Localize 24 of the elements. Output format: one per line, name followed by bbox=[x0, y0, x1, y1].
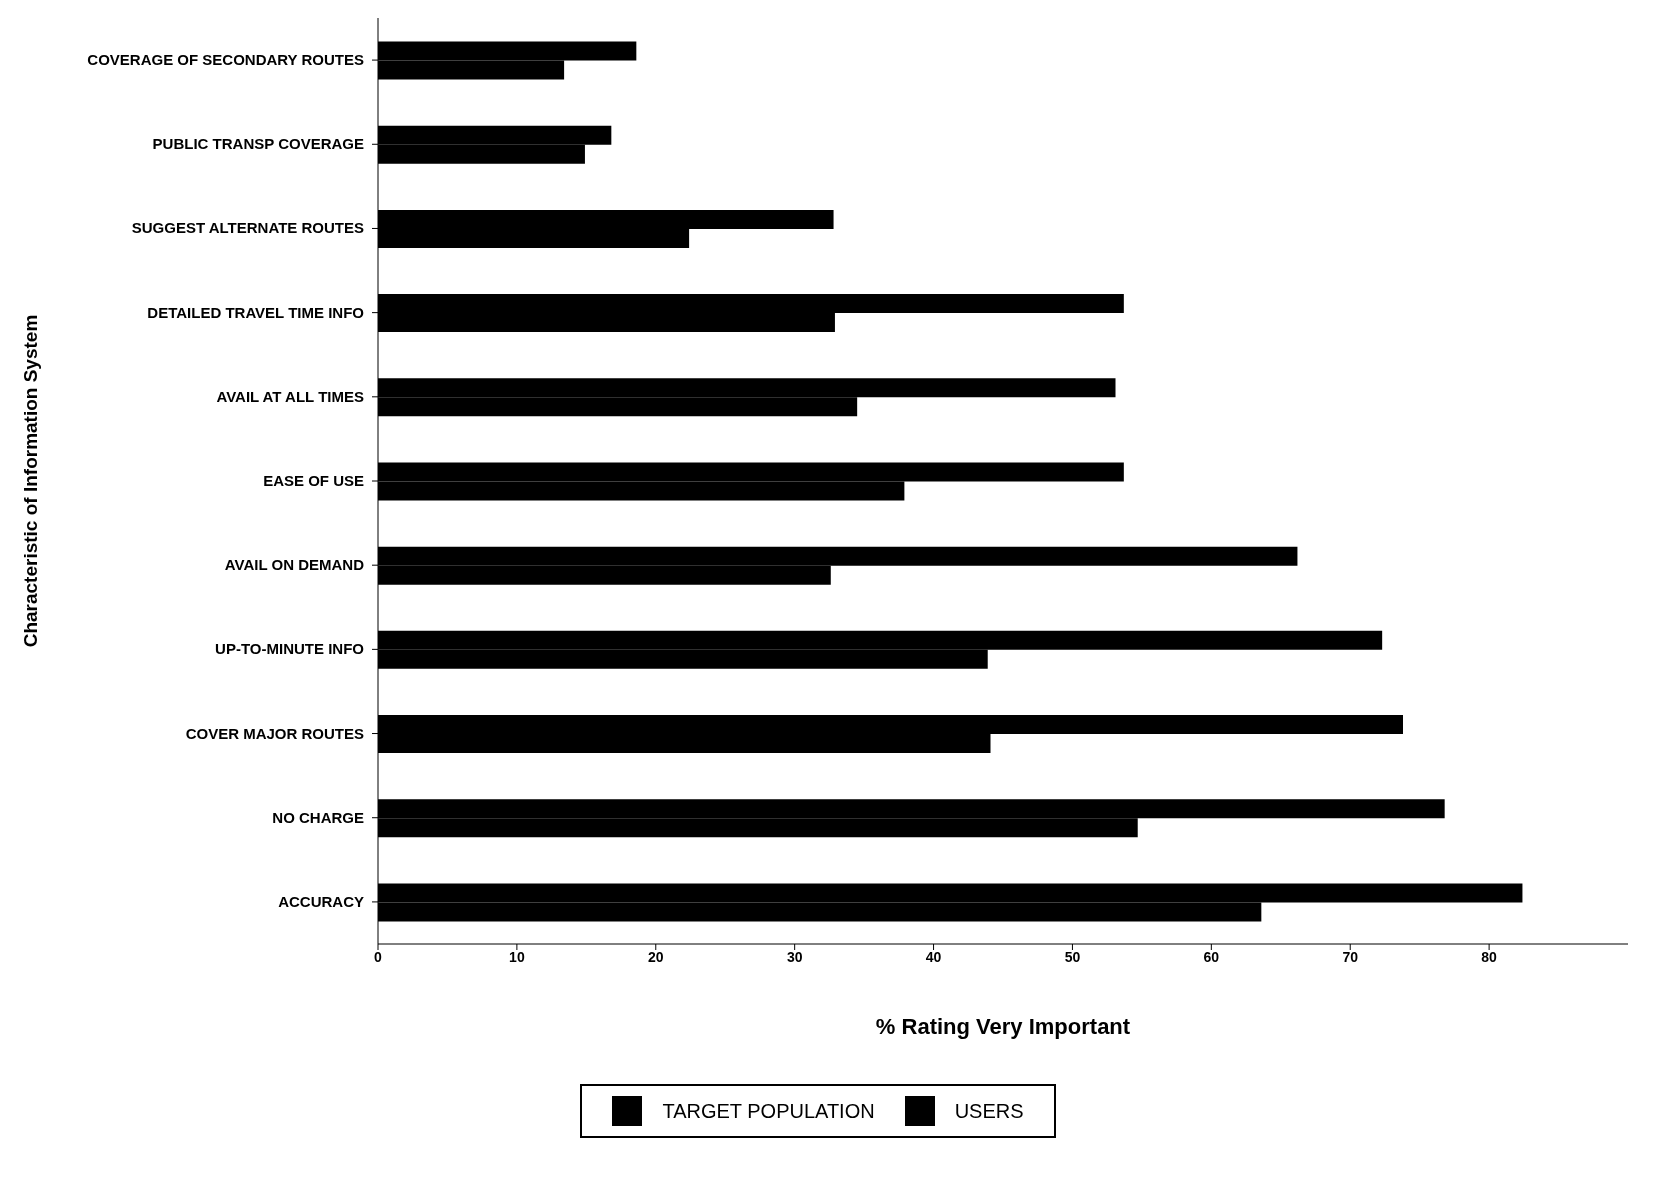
y-tick-label: AVAIL AT ALL TIMES bbox=[216, 387, 364, 405]
y-tick-label: NO CHARGE bbox=[272, 808, 364, 826]
y-tick-label: EASE OF USE bbox=[263, 472, 364, 489]
x-tick-label: 60 bbox=[1203, 948, 1220, 965]
y-tick-label: AVAIL ON DEMAND bbox=[224, 556, 365, 574]
y-tick-label: DETAILED TRAVEL TIME INFO bbox=[147, 303, 365, 321]
x-tick-label: 40 bbox=[925, 948, 942, 965]
y-tick-label: SUGGEST ALTERNATE ROUTES bbox=[131, 219, 364, 237]
y-axis-title: Characteristic of Information System bbox=[19, 314, 41, 648]
x-tick-label: 30 bbox=[786, 948, 803, 965]
x-tick-label: 50 bbox=[1064, 948, 1081, 965]
legend-label: TARGET POPULATION bbox=[662, 1099, 875, 1123]
x-tick-label: 70 bbox=[1342, 948, 1359, 965]
y-tick-label: ACCURACY bbox=[278, 892, 364, 910]
x-tick-label: 0 bbox=[374, 948, 383, 965]
x-axis-title: % Rating Very Important bbox=[875, 1014, 1131, 1039]
legend-label: USERS bbox=[954, 1099, 1024, 1123]
x-tick-label: 80 bbox=[1481, 948, 1498, 965]
x-tick-label: 10 bbox=[509, 948, 525, 965]
y-tick-label: COVER MAJOR ROUTES bbox=[185, 724, 364, 742]
x-tick-label: 20 bbox=[647, 948, 664, 965]
y-tick-label: PUBLIC TRANSP COVERAGE bbox=[152, 135, 364, 153]
y-tick-label: COVERAGE OF SECONDARY ROUTES bbox=[87, 51, 364, 69]
y-tick-label: UP-TO-MINUTE INFO bbox=[215, 640, 365, 658]
